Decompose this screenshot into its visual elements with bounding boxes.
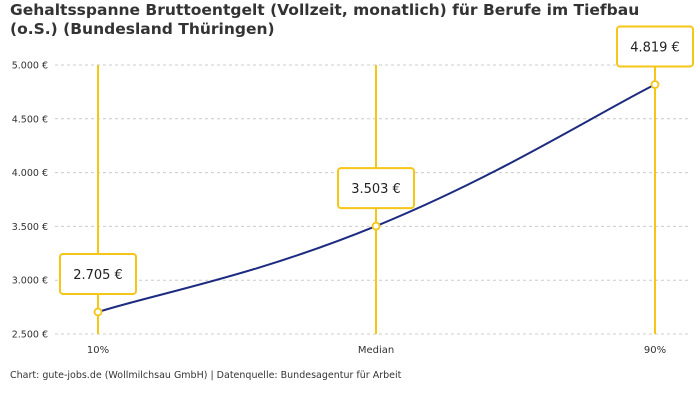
- y-tick-label: 4.000 €: [12, 168, 48, 179]
- grid-lines: [55, 64, 690, 335]
- y-tick-label: 3.000 €: [12, 276, 48, 287]
- data-label-box: [59, 252, 137, 295]
- data-point: [93, 307, 103, 317]
- data-labels: 2.705 € 3.503 € 4.819 €: [59, 25, 694, 295]
- data-label: 3.503 €: [351, 182, 401, 197]
- source-credit: Chart: gute-jobs.de (Wollmilchsau GmbH) …: [10, 370, 402, 381]
- data-point: [371, 221, 381, 231]
- salary-curve: [93, 80, 660, 317]
- y-tick-label: 5.000 €: [12, 61, 48, 72]
- data-label: 2.705 €: [73, 268, 123, 283]
- chart-title: Gehaltsspanne Bruttoentgelt (Vollzeit, m…: [10, 1, 640, 38]
- x-tick-label: Median: [358, 345, 394, 356]
- y-tick-label: 2.500 €: [12, 330, 48, 341]
- data-label-box: [337, 167, 415, 210]
- data-point: [650, 80, 660, 89]
- x-tick-label: 90%: [644, 345, 666, 356]
- y-tick-label: 3.500 €: [12, 222, 48, 233]
- data-label-box: [616, 25, 694, 68]
- y-tick-label: 4.500 €: [12, 114, 48, 125]
- x-axis-tick-labels: 10% Median 90%: [87, 345, 666, 356]
- x-tick-label: 10%: [87, 345, 109, 356]
- y-axis-tick-labels: 2.500 € 3.000 € 3.500 € 4.000 € 4.500 € 5.000…: [12, 61, 48, 341]
- data-label: 4.819 €: [630, 40, 680, 55]
